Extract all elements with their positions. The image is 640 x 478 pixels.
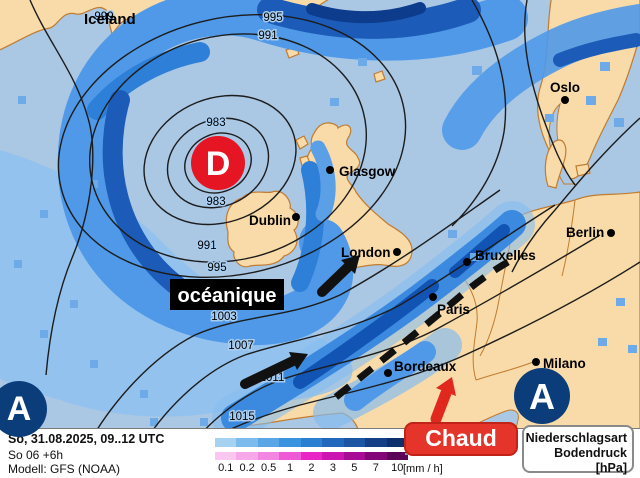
legend-color-segment <box>300 438 323 447</box>
legend-color-segment <box>300 452 323 460</box>
wind-arrow-channel <box>317 262 353 297</box>
city-dot-berlin <box>607 229 615 237</box>
city-dot-bruxelles <box>463 258 471 266</box>
city-label-bruxelles: Bruxelles <box>475 248 536 263</box>
city-label-london: London <box>341 245 390 260</box>
land-shetland <box>373 70 386 83</box>
legend-color-segment <box>365 452 387 460</box>
legend-tick: 0.1 <box>218 462 234 474</box>
high-pressure-letter-left: A <box>6 389 32 428</box>
legend-color-segment <box>365 438 387 447</box>
wind-arrow-channel-head <box>341 255 360 274</box>
run-offset: So 06 +6h <box>8 448 64 462</box>
isobar-labels: 999 995 991 983 983 991 995 1003 1007 10… <box>93 10 286 425</box>
legend-tick: 0.2 <box>239 462 255 474</box>
isobars <box>29 0 640 456</box>
legend-color-segment <box>279 452 301 460</box>
isobar-label: 991 <box>258 30 277 42</box>
low-pressure-letter: D <box>206 145 231 183</box>
legend-tick: 5 <box>351 462 358 474</box>
isobar-label: 1003 <box>211 311 237 323</box>
map-type-panel: Niederschlagsart Bodendruck [hPa] <box>522 425 634 475</box>
city-label-glasgow: Glasgow <box>339 164 396 179</box>
info-strip: So, 31.08.2025, 09..12 UTC So 06 +6h Mod… <box>0 425 640 478</box>
country-borders <box>451 199 576 381</box>
legend-tick: 10 <box>391 462 404 474</box>
high-pressure-symbol-left: A <box>0 381 47 437</box>
city-dot-glasgow <box>326 166 334 174</box>
air-mass-label: océanique <box>170 279 284 310</box>
city-dot-dublin <box>292 213 300 221</box>
isobar-label: 983 <box>206 117 225 129</box>
legend-type-bar <box>215 452 408 460</box>
legend-color-segment <box>257 452 280 460</box>
isobar-label: 995 <box>263 12 282 24</box>
low-pressure-symbol: D <box>191 136 245 190</box>
legend-color-segment <box>322 452 344 460</box>
legend-tick: 0.5 <box>260 462 277 474</box>
legend-ticks: 0.1 0.2 0.5 1 2 3 5 7 10 <box>215 462 408 474</box>
legend-color-segment <box>322 438 344 447</box>
city-dot-london <box>393 248 401 256</box>
warm-front-line <box>333 258 510 400</box>
city-label-milano: Milano <box>543 356 586 371</box>
legend-tick: 2 <box>308 462 315 474</box>
land-ireland <box>225 190 299 268</box>
isobar-label: 1007 <box>228 340 254 352</box>
city-label-berlin: Berlin <box>566 225 604 240</box>
city-dot-milano <box>532 358 540 366</box>
legend-color-segment <box>215 452 237 460</box>
legend-color-segment <box>257 438 280 447</box>
legend-unit: [mm / h] <box>403 463 443 475</box>
high-pressure-letter-right: A <box>529 376 555 417</box>
wind-arrows <box>240 255 360 389</box>
legend-color-segment <box>215 438 237 447</box>
wind-arrow-biscay-head <box>289 352 308 370</box>
legend-color-segment <box>236 452 258 460</box>
isobar-label: 983 <box>206 196 225 208</box>
model-name: Modell: GFS (NOAA) <box>8 462 121 476</box>
air-mass-text: océanique <box>178 285 277 307</box>
legend-color-segment <box>386 438 408 447</box>
legend-color-segment <box>279 438 301 447</box>
isobar-label: 999 <box>94 11 113 23</box>
city-dot-bordeaux <box>384 369 392 377</box>
high-pressure-symbol-right: A <box>514 368 570 424</box>
city-dot-paris <box>429 293 437 301</box>
isobar-label: 991 <box>197 240 216 252</box>
legend-tick: 1 <box>286 462 294 474</box>
wind-arrow-biscay <box>240 356 298 389</box>
legend-tick: 3 <box>329 462 336 474</box>
city-label-paris: Paris <box>437 302 470 317</box>
city-dot-oslo <box>561 96 569 104</box>
warm-front-label: Chaud <box>404 422 518 456</box>
panel-precip-type: Niederschlagsart <box>525 431 627 445</box>
isobar-label: 1015 <box>229 411 255 423</box>
legend-rain-bar <box>215 438 408 447</box>
legend-color-segment <box>343 438 366 447</box>
city-label-bordeaux: Bordeaux <box>394 359 457 374</box>
city-label-dublin: Dublin <box>249 213 291 228</box>
legend-tick: 7 <box>372 462 379 474</box>
legend-color-segment <box>236 438 258 447</box>
legend-color-segment <box>343 452 366 460</box>
legend-color-segment <box>386 452 408 460</box>
panel-pressure-type: Bodendruck [hPa] <box>554 446 627 475</box>
isobar-label: 995 <box>207 262 226 274</box>
warm-advection-arrow <box>430 377 456 425</box>
valid-time: So, 31.08.2025, 09..12 UTC <box>8 432 165 446</box>
land-denmark <box>544 139 567 189</box>
city-label-oslo: Oslo <box>550 80 580 95</box>
city-markers: Iceland Oslo Glasgow Dublin London Bruxe… <box>84 11 615 377</box>
city-label-iceland: Iceland <box>84 11 136 28</box>
